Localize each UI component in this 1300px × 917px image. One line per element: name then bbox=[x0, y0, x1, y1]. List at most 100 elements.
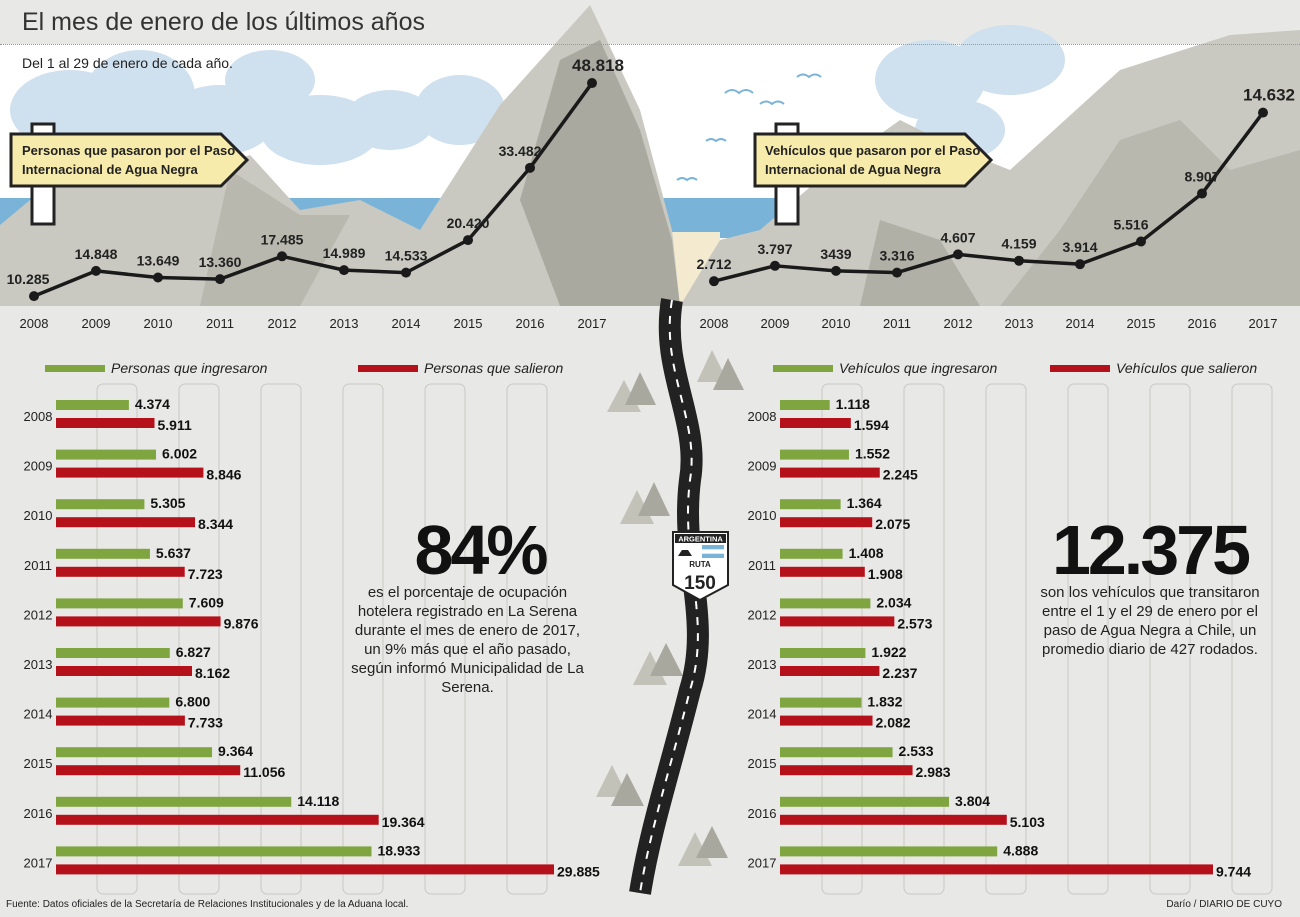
bar-red bbox=[780, 467, 880, 478]
data-label: 20.420 bbox=[447, 215, 490, 231]
bar-red-label: 7.733 bbox=[188, 715, 223, 731]
x-tick-label: 2011 bbox=[883, 316, 911, 331]
bar-red-label: 8.344 bbox=[198, 516, 233, 532]
y-tick-label: 2009 bbox=[24, 459, 53, 474]
data-point bbox=[1258, 107, 1268, 118]
legend-vehiculos-salieron-label: Vehículos que salieron bbox=[1116, 360, 1257, 376]
bar-red bbox=[56, 864, 554, 875]
bar-red bbox=[780, 864, 1213, 875]
data-label: 13.360 bbox=[199, 254, 242, 270]
bar-red-label: 2.573 bbox=[897, 615, 932, 631]
bar-red-label: 7.723 bbox=[188, 566, 223, 582]
stat-left-text: es el porcentaje de ocupación hotelera r… bbox=[351, 584, 584, 696]
bar-red-label: 2.237 bbox=[882, 665, 917, 681]
data-point bbox=[215, 274, 225, 285]
bar-red-label: 11.056 bbox=[243, 764, 285, 780]
bar-green bbox=[780, 796, 950, 807]
bar-green-label: 1.832 bbox=[867, 694, 902, 710]
bar-green bbox=[56, 796, 292, 807]
gridline-panel bbox=[260, 383, 302, 895]
line-chart-personas: 10.285 2008 14.848 2009 13.649 2010 13.360 2011… bbox=[7, 56, 624, 331]
bar-red-label: 2.983 bbox=[916, 764, 951, 780]
bar-green-label: 9.364 bbox=[218, 743, 253, 759]
gridline-panel bbox=[342, 383, 384, 895]
x-tick-label: 2011 bbox=[206, 316, 234, 331]
bar-red bbox=[780, 666, 880, 676]
data-label: 14.533 bbox=[385, 248, 428, 264]
bar-red-label: 8.162 bbox=[195, 665, 230, 681]
x-tick-label: 2010 bbox=[822, 316, 851, 331]
x-tick-label: 2010 bbox=[144, 316, 173, 331]
bar-red bbox=[780, 814, 1007, 825]
line-chart-vehiculos: 2.712 2008 3.797 2009 3439 2010 3.316 2011 4.607… bbox=[696, 86, 1295, 331]
y-tick-label: 2009 bbox=[748, 459, 777, 474]
data-point bbox=[892, 267, 902, 278]
bar-red bbox=[56, 616, 221, 627]
bar-green bbox=[780, 548, 843, 559]
data-point bbox=[277, 251, 287, 262]
bar-green bbox=[56, 400, 129, 410]
data-point bbox=[29, 291, 39, 302]
bar-green-label: 2.034 bbox=[876, 594, 911, 610]
y-tick-label: 2017 bbox=[24, 855, 53, 870]
bar-red bbox=[56, 666, 193, 676]
stat-right-text: son los vehículos que transitaron entre … bbox=[1040, 584, 1260, 658]
bar-green-label: 5.305 bbox=[150, 495, 185, 511]
bar-red-label: 2.082 bbox=[876, 715, 911, 731]
data-label: 33.482 bbox=[499, 143, 542, 159]
bar-green bbox=[780, 499, 841, 510]
gridline-panel bbox=[821, 383, 863, 895]
data-label: 14.632 bbox=[1243, 86, 1295, 105]
legend-vehiculos-ingresaron-swatch bbox=[773, 365, 833, 372]
x-tick-label: 2008 bbox=[700, 316, 729, 331]
bar-green bbox=[780, 598, 871, 609]
gridline-panel bbox=[1231, 383, 1273, 895]
y-tick-label: 2016 bbox=[748, 806, 777, 821]
data-point bbox=[587, 78, 597, 89]
bar-red bbox=[56, 517, 196, 528]
bar-green bbox=[780, 400, 830, 410]
sign-vehiculos: Vehículos que pasaron por el Paso Intern… bbox=[753, 122, 994, 226]
stat-right-value: 12.375 bbox=[1051, 511, 1251, 589]
data-label: 3.316 bbox=[879, 248, 914, 264]
bar-red bbox=[56, 765, 241, 776]
x-tick-label: 2015 bbox=[454, 316, 483, 331]
legend-vehiculos-ingresaron-label: Vehículos que ingresaron bbox=[839, 360, 997, 376]
data-point bbox=[953, 249, 963, 260]
x-tick-label: 2013 bbox=[330, 316, 359, 331]
bar-red bbox=[780, 566, 865, 577]
bar-red bbox=[56, 418, 155, 428]
bar-red-label: 29.885 bbox=[557, 863, 600, 879]
bar-green-label: 6.002 bbox=[162, 446, 197, 462]
y-tick-label: 2015 bbox=[748, 756, 777, 771]
title-divider bbox=[0, 44, 1300, 45]
series-line bbox=[33, 82, 594, 298]
bar-red bbox=[56, 715, 185, 726]
gridline-panel bbox=[985, 383, 1027, 895]
bar-green-label: 14.118 bbox=[297, 793, 339, 809]
bar-green bbox=[56, 499, 145, 510]
data-label: 17.485 bbox=[261, 231, 304, 247]
bar-red-label: 5.103 bbox=[1010, 814, 1045, 830]
bar-green-label: 6.827 bbox=[176, 644, 211, 660]
bar-green bbox=[56, 697, 170, 708]
bar-red bbox=[780, 517, 873, 528]
data-label: 3439 bbox=[820, 246, 851, 262]
bar-red-label: 1.594 bbox=[854, 417, 889, 433]
data-label: 4.607 bbox=[940, 229, 975, 245]
data-label: 5.516 bbox=[1113, 217, 1148, 233]
legend-personas-ingresaron-swatch bbox=[45, 365, 105, 372]
bar-chart-grid-right bbox=[821, 383, 1273, 895]
bar-green-label: 4.374 bbox=[135, 396, 170, 412]
data-point bbox=[463, 235, 473, 246]
bar-green-label: 5.637 bbox=[156, 545, 191, 561]
x-tick-label: 2008 bbox=[20, 316, 49, 331]
y-tick-label: 2008 bbox=[748, 409, 777, 424]
bar-red-label: 5.911 bbox=[158, 417, 192, 433]
footer-source: Fuente: Datos oficiales de la Secretaría… bbox=[6, 899, 409, 910]
bar-green bbox=[56, 449, 157, 460]
bar-red-label: 19.364 bbox=[382, 814, 425, 830]
gridline-panel bbox=[1149, 383, 1191, 895]
bar-chart-vehiculos: 2008 1.118 1.594 2009 1.552 2.245 2010 1.364 2.0… bbox=[748, 396, 1252, 879]
data-label: 4.159 bbox=[1001, 236, 1036, 252]
